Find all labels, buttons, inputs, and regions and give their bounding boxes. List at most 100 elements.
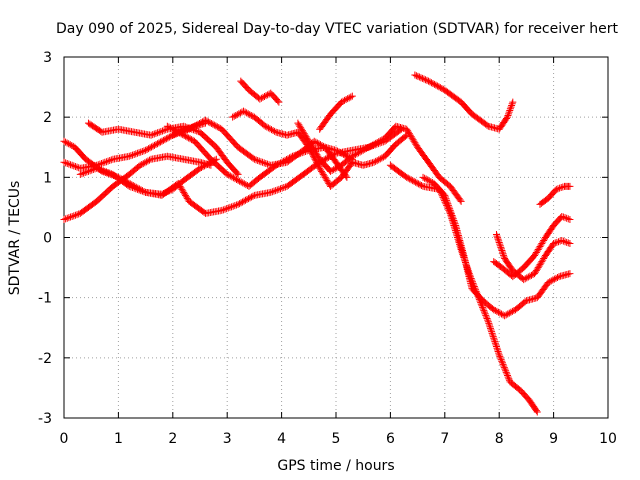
data-point [494,235,502,243]
data-point [348,92,356,100]
data-point [84,167,92,175]
data-point [261,122,269,130]
data-point [506,106,514,114]
data-point [533,265,541,273]
data-point [314,152,322,160]
data-point [237,178,245,186]
data-point [478,302,486,310]
data-point [86,167,94,175]
data-point [480,308,488,316]
data-point [180,127,188,135]
data-point [277,185,285,193]
data-point [318,142,326,150]
data-point [295,121,303,129]
data-point [259,93,267,101]
data-point [313,158,321,166]
data-point [361,145,369,153]
data-point [98,166,106,174]
data-point [99,159,107,167]
data-point [231,175,239,183]
data-point [181,190,189,198]
axis-ticks [63,56,609,419]
data-point [67,161,75,169]
data-point [60,158,68,166]
data-point [317,167,325,175]
data-point [215,124,223,132]
data-point [144,157,152,165]
data-point [498,359,506,367]
data-point [315,140,323,148]
data-point [239,179,247,187]
data-point [365,143,373,151]
data-point [554,238,562,246]
data-point [500,251,508,259]
data-point [71,163,79,171]
data-point [345,94,353,102]
data-point [316,164,324,172]
data-point [446,206,454,214]
data-point [448,211,456,219]
data-point [226,203,234,211]
data-point [501,365,509,373]
data-point [175,181,183,189]
data-point [500,364,508,372]
data-point [566,270,574,278]
data-point [166,124,174,132]
data-point [521,298,529,306]
data-point [494,308,502,316]
data-point [221,205,229,213]
data-point [498,247,506,255]
data-point [229,174,237,182]
data-point [179,187,187,195]
data-point [498,310,506,318]
x-tick-label: 4 [277,431,286,447]
data-point [272,187,280,195]
data-point [507,103,515,111]
data-point [531,268,539,276]
x-tick-label: 2 [168,431,177,447]
y-tick-label: -2 [38,351,52,367]
data-point [137,187,145,195]
data-point [312,138,320,146]
data-point [137,148,145,156]
data-point [228,173,236,181]
data-point [268,188,276,196]
data-point [230,112,238,120]
data-point [493,344,501,352]
data-point [240,107,248,115]
data-point [496,242,504,250]
data-point [132,185,140,193]
data-point [140,188,148,196]
data-point [533,408,541,416]
data-point [324,178,332,186]
data-point [269,126,277,134]
data-point [566,240,574,248]
data-point [335,148,343,156]
data-point [127,152,135,160]
data-point [318,169,326,177]
data-point [433,82,441,90]
data-point [496,352,504,360]
data-point [541,235,549,243]
y-tick-label: -3 [38,411,52,427]
data-point [495,237,503,245]
data-point [412,72,420,80]
data-point [347,93,355,101]
data-point [427,79,435,87]
grid-lines [64,57,608,418]
x-tick-label: 0 [60,431,69,447]
data-point [502,367,510,375]
data-point [296,122,304,130]
data-point [154,129,162,137]
data-point [153,140,161,148]
data-point [508,100,516,108]
data-point [487,326,495,334]
data-point [158,137,166,145]
data-point [424,77,432,85]
data-point [206,119,214,127]
data-point [350,151,358,159]
data-point [207,161,215,169]
data-point [313,151,321,159]
data-point [493,232,501,240]
data-point [521,275,529,283]
